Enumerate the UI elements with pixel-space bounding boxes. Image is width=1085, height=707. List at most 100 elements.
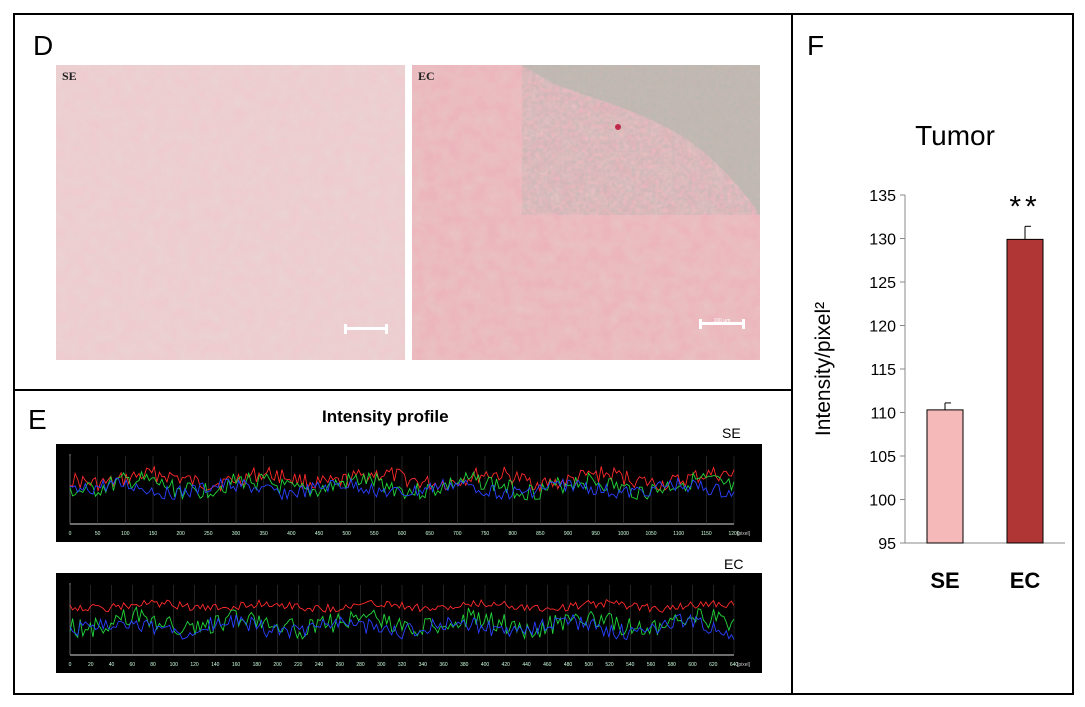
strip-tick-label: 1050 <box>645 531 656 537</box>
strip-tick-label: 40 <box>109 662 115 668</box>
intensity-strip-ec: 0 20 40 60 80 100 120 140 160 180 200 220 240 260 280 3… <box>56 573 762 673</box>
chart-title: Tumor <box>915 120 995 151</box>
strip-tick-label: 580 <box>668 662 677 668</box>
strip-tick-label: 800 <box>508 531 517 537</box>
strip-x-unit: [pixel] <box>737 531 751 537</box>
x-tick-label-ec: EC <box>1010 568 1041 593</box>
micrograph-se: SE <box>56 65 405 360</box>
panel-letter-d: D <box>33 30 54 61</box>
strip-tick-label: 700 <box>453 531 462 537</box>
strip-tick-label: 260 <box>336 662 345 668</box>
strip-tick-label: 560 <box>647 662 656 668</box>
strip-tick-label: 750 <box>481 531 490 537</box>
y-tick-label: 105 <box>869 449 896 466</box>
strip-tick-label: 400 <box>287 531 296 537</box>
intensity-profile-title: Intensity profile <box>322 407 449 426</box>
strip-tick-label: 250 <box>204 531 213 537</box>
strip-tick-label: 600 <box>398 531 407 537</box>
intensity-strip-se-plot: 0 50 100 150 200 250 300 350 400 450 500 550 600 650 7… <box>69 454 751 537</box>
panel-letter-f: F <box>807 30 825 61</box>
strip-tick-label: 1100 <box>673 531 684 537</box>
strip-tick-label: 100 <box>170 662 179 668</box>
strip-tick-label: 620 <box>709 662 718 668</box>
strip-tick-label: 140 <box>211 662 220 668</box>
strip-label-ec: EC <box>724 556 744 572</box>
strip-tick-label: 1200 <box>728 531 739 537</box>
strip-tick-label: 200 <box>176 531 185 537</box>
micrograph-ec-label: EC <box>418 69 435 83</box>
trace-blue <box>69 476 735 501</box>
bar-ec <box>1006 238 1044 544</box>
y-tick-label: 100 <box>869 493 896 510</box>
strip-tick-label: 520 <box>605 662 614 668</box>
strip-tick-label: 420 <box>502 662 511 668</box>
strip-tick-label: 200 <box>273 662 282 668</box>
strip-tick-label: 640 <box>730 662 739 668</box>
strip-tick-label: 600 <box>688 662 697 668</box>
y-tick-label: 125 <box>869 275 896 292</box>
y-tick-label: 135 <box>869 188 896 205</box>
strip-tick-label: 180 <box>253 662 262 668</box>
horizontal-divider <box>13 389 793 391</box>
y-tick-label: 95 <box>878 536 896 553</box>
strip-tick-label: 1150 <box>701 531 712 537</box>
strip-tick-label: 500 <box>342 531 351 537</box>
significance-marker: ** <box>1009 190 1040 223</box>
strip-tick-label: 460 <box>543 662 552 668</box>
panel-letter-e: E <box>28 404 47 435</box>
strip-tick-label: 150 <box>149 531 158 537</box>
intensity-strip-se: 0 50 100 150 200 250 300 350 400 450 500 550 600 650 7… <box>56 444 762 542</box>
strip-tick-label: 400 <box>481 662 490 668</box>
y-tick-label: 115 <box>870 362 896 379</box>
strip-tick-label: 950 <box>591 531 600 537</box>
trace-red <box>69 465 735 493</box>
strip-tick-label: 120 <box>190 662 199 668</box>
strip-tick-label: 20 <box>88 662 94 668</box>
strip-tick-label: 300 <box>232 531 241 537</box>
strip-tick-label: 900 <box>564 531 573 537</box>
strip-tick-label: 650 <box>425 531 434 537</box>
scale-bar-ec: 100 µm <box>699 318 745 329</box>
strip-tick-label: 500 <box>585 662 594 668</box>
micrograph-se-image <box>56 65 405 360</box>
scale-bar-se <box>344 324 388 334</box>
strip-tick-label: 0 <box>69 662 72 668</box>
strip-tick-label: 350 <box>259 531 268 537</box>
strip-tick-label: 1000 <box>618 531 629 537</box>
strip-tick-label: 440 <box>522 662 531 668</box>
micrograph-ec-image <box>412 65 760 360</box>
strip-tick-label: 0 <box>69 531 72 537</box>
scale-bar-ec-text: 100 µm <box>713 318 731 324</box>
strip-tick-label: 50 <box>95 531 101 537</box>
strip-tick-label: 160 <box>232 662 241 668</box>
strip-tick-label: 100 <box>121 531 130 537</box>
strip-x-unit: [pixel] <box>737 662 751 668</box>
y-tick-label: 110 <box>870 406 896 423</box>
strip-tick-label: 220 <box>294 662 303 668</box>
strip-tick-label: 300 <box>377 662 386 668</box>
vertical-divider <box>791 13 793 695</box>
y-tick-label: 130 <box>869 232 896 249</box>
y-tick-label: 120 <box>869 319 896 336</box>
strip-tick-label: 850 <box>536 531 545 537</box>
micrograph-ec: EC 100 µm <box>412 65 760 360</box>
intensity-strip-ec-plot: 0 20 40 60 80 100 120 140 160 180 200 220 240 260 280 3… <box>69 583 751 668</box>
strip-tick-label: 340 <box>419 662 428 668</box>
strip-tick-label: 550 <box>370 531 379 537</box>
strip-tick-label: 280 <box>356 662 365 668</box>
y-axis-label: Intensity/pixel² <box>812 302 835 436</box>
strip-tick-label: 320 <box>398 662 407 668</box>
strip-tick-label: 60 <box>129 662 135 668</box>
micrograph-se-label: SE <box>62 69 77 83</box>
trace-red <box>69 598 735 613</box>
strip-tick-label: 380 <box>460 662 469 668</box>
bar-se <box>926 409 964 544</box>
strip-tick-label: 240 <box>315 662 324 668</box>
bar-chart-tumor: Tumor Intensity/pixel² 95 100 105 110 115 120 12… <box>812 120 1065 593</box>
strip-tick-label: 480 <box>564 662 573 668</box>
trace-green <box>69 470 735 501</box>
strip-tick-label: 80 <box>150 662 156 668</box>
x-tick-label-se: SE <box>930 568 959 593</box>
strip-label-se: SE <box>722 425 741 441</box>
figure-frame <box>13 13 1074 695</box>
